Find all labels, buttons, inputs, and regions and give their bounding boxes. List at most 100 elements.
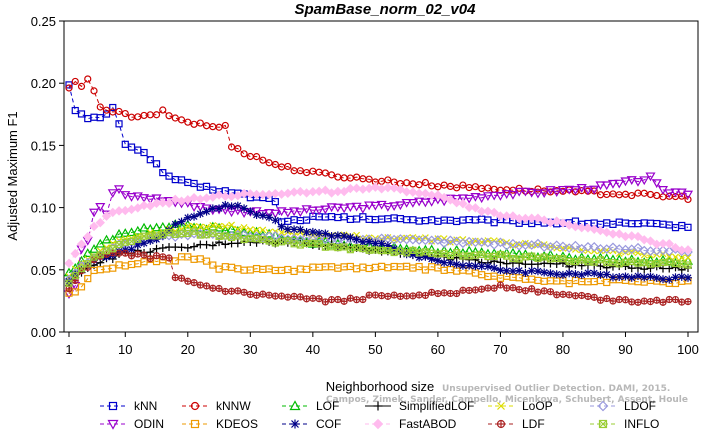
data-point xyxy=(332,203,343,213)
data-point xyxy=(102,110,111,118)
data-point xyxy=(121,249,129,257)
data-point xyxy=(564,185,575,195)
data-point xyxy=(183,213,192,222)
data-point xyxy=(658,275,667,284)
data-point xyxy=(639,176,650,186)
data-point xyxy=(640,273,649,282)
data-point xyxy=(258,189,268,200)
data-point xyxy=(215,222,223,230)
data-point xyxy=(234,232,242,240)
data-point xyxy=(189,193,199,203)
data-point xyxy=(646,298,655,306)
data-point xyxy=(152,111,161,119)
data-point xyxy=(259,290,267,298)
data-point xyxy=(559,290,567,298)
data-point xyxy=(152,252,161,260)
data-point xyxy=(233,201,242,210)
data-point xyxy=(221,222,229,230)
data-point xyxy=(552,270,561,279)
data-point xyxy=(451,236,462,247)
data-point xyxy=(64,258,74,269)
data-point xyxy=(459,181,467,189)
legend-marker xyxy=(108,401,118,411)
data-point xyxy=(89,221,99,232)
data-point xyxy=(320,205,331,215)
data-point xyxy=(577,270,586,279)
data-point xyxy=(495,192,506,201)
data-point xyxy=(608,229,618,239)
data-point xyxy=(526,213,537,223)
data-point xyxy=(665,295,673,304)
data-point xyxy=(601,253,612,263)
data-point xyxy=(184,277,192,285)
data-point xyxy=(209,284,217,292)
data-point xyxy=(302,216,311,224)
legend-marker xyxy=(290,419,300,429)
y-tick-label: 0.05 xyxy=(31,263,56,278)
data-point xyxy=(202,122,211,130)
data-point xyxy=(553,291,561,299)
data-point xyxy=(145,201,155,211)
data-point xyxy=(208,241,217,250)
data-point xyxy=(121,140,129,148)
data-point xyxy=(434,289,442,298)
data-point xyxy=(546,269,555,278)
data-point xyxy=(138,194,150,203)
data-point xyxy=(484,284,492,292)
legend-label: COF xyxy=(316,417,341,431)
data-point xyxy=(340,297,348,305)
data-point xyxy=(615,295,623,304)
data-point xyxy=(202,257,211,265)
data-point xyxy=(77,110,86,118)
data-point xyxy=(565,269,574,278)
data-point xyxy=(515,266,524,275)
x-tick-label: 20 xyxy=(181,342,195,357)
data-point xyxy=(607,179,619,189)
data-point xyxy=(520,187,531,197)
data-point xyxy=(209,261,217,269)
data-point xyxy=(353,173,361,181)
data-point xyxy=(352,235,361,244)
data-point xyxy=(240,150,248,158)
data-point xyxy=(265,237,273,245)
data-point xyxy=(646,272,655,281)
data-point xyxy=(171,220,180,229)
data-point xyxy=(171,273,179,282)
data-point xyxy=(377,239,386,248)
data-point xyxy=(252,210,261,219)
legend-marker xyxy=(497,402,505,410)
data-point xyxy=(403,292,411,300)
data-point xyxy=(457,194,468,204)
data-point xyxy=(296,167,304,175)
legend-label: kNN xyxy=(134,399,157,413)
data-point xyxy=(684,195,692,204)
legend-marker xyxy=(107,419,119,430)
legend-marker xyxy=(597,400,609,412)
data-point xyxy=(77,265,86,273)
data-point xyxy=(371,291,379,299)
data-point xyxy=(609,297,617,305)
data-point xyxy=(346,233,355,242)
data-point xyxy=(421,178,429,187)
data-point xyxy=(351,183,362,193)
series-inflo xyxy=(65,227,692,287)
x-tick-label: 70 xyxy=(493,342,507,357)
data-point xyxy=(258,211,267,220)
data-point xyxy=(589,185,600,195)
data-point xyxy=(515,259,524,268)
data-point xyxy=(209,229,217,237)
data-point xyxy=(228,221,235,229)
data-point xyxy=(190,242,199,251)
data-point xyxy=(483,206,493,217)
data-point xyxy=(158,198,168,208)
data-point xyxy=(277,222,286,231)
data-point xyxy=(95,217,105,228)
data-point xyxy=(482,192,493,202)
data-point xyxy=(614,179,625,189)
data-point xyxy=(640,297,648,305)
data-point xyxy=(109,103,117,112)
data-point xyxy=(353,296,361,304)
data-point xyxy=(540,287,548,295)
data-point xyxy=(309,294,317,302)
data-point xyxy=(165,112,173,120)
